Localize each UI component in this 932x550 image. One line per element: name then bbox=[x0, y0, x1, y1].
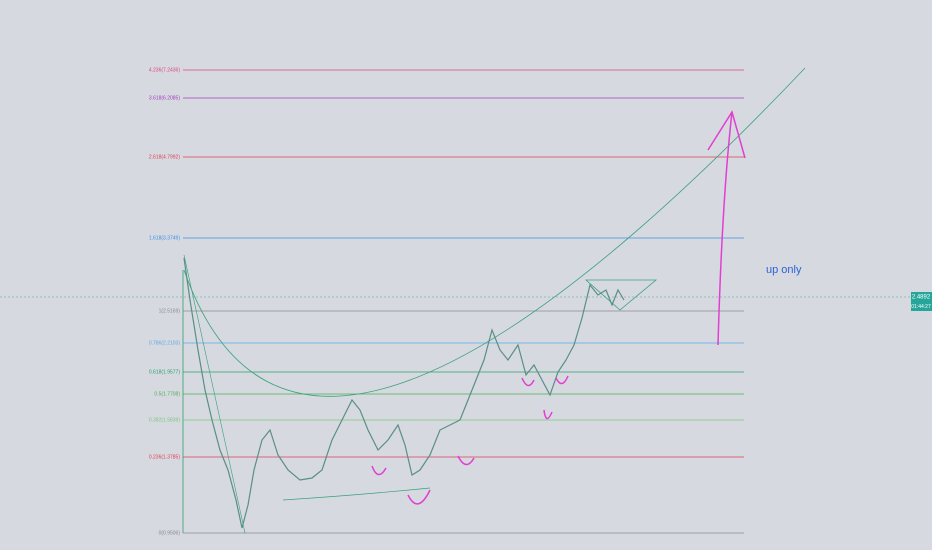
annotation-text: up only bbox=[766, 264, 802, 276]
fib-label: 2.618(4.7992) bbox=[149, 154, 180, 160]
timer-badge bbox=[911, 302, 932, 311]
fib-label: 0.786(2.2103) bbox=[149, 340, 180, 346]
fib-label: 1(2.5169) bbox=[159, 308, 181, 314]
pink-arrow bbox=[717, 111, 733, 346]
triangle bbox=[584, 279, 658, 311]
price-value: 2.4892 bbox=[912, 295, 931, 301]
fib-label: 3.618(6.2085) bbox=[149, 95, 180, 101]
fib-levels: 4.236(7.2436) 3.618(6.2085) 2.618(4.7992) 1… bbox=[149, 67, 744, 536]
fib-label: 4.236(7.2436) bbox=[149, 67, 180, 73]
pink-mark bbox=[407, 489, 431, 505]
pink-mark bbox=[555, 375, 569, 385]
fib-label: 0.236(1.3785) bbox=[149, 454, 180, 460]
pink-mark bbox=[371, 465, 387, 476]
price-path bbox=[183, 257, 625, 529]
fib-label: 0.618(1.9577) bbox=[149, 369, 180, 375]
fib-label: 0(0.9506) bbox=[159, 530, 181, 536]
pink-mark bbox=[521, 377, 535, 387]
fib-label: 0.382(1.5839) bbox=[149, 417, 180, 423]
fib-label: 0.5(1.7708) bbox=[154, 391, 180, 397]
parabolic-curve bbox=[183, 67, 806, 397]
timer-value: 01:44:27 bbox=[911, 304, 931, 310]
hand-annotations bbox=[371, 110, 746, 505]
fib-label: 1.618(3.3749) bbox=[149, 235, 180, 241]
trend-line bbox=[183, 254, 246, 534]
pink-arrowhead bbox=[707, 110, 746, 159]
support-curve bbox=[282, 487, 431, 501]
price-badge bbox=[911, 292, 932, 302]
pink-mark bbox=[457, 455, 475, 466]
pink-mark bbox=[543, 409, 553, 420]
